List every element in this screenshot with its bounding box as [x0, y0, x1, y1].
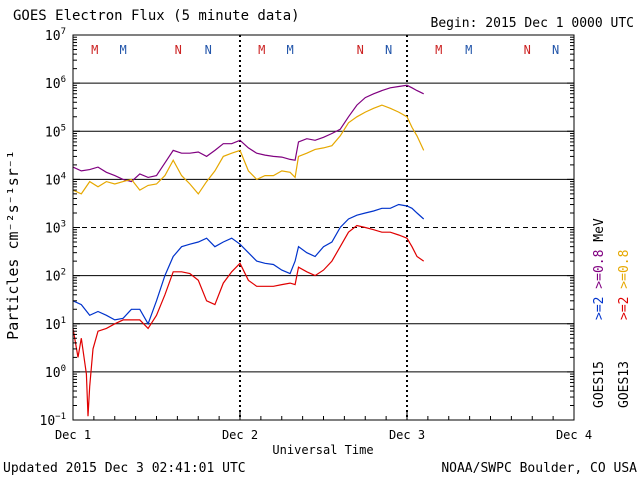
x-tick-label-2: Dec 3 — [389, 428, 425, 442]
x-tick-label-0: Dec 1 — [55, 428, 91, 442]
series-line-2 — [73, 203, 425, 326]
legend-goes13-energies: >=2 >=0.8 — [617, 250, 632, 320]
y-tick-label-7: 106 — [45, 75, 66, 92]
marker-M-0-0: M — [91, 43, 98, 57]
x-axis-label: Universal Time — [272, 443, 373, 457]
series-line-3 — [73, 224, 425, 417]
marker-N-2-2: N — [524, 43, 531, 57]
legend-goes13-label: GOES13 — [617, 361, 632, 408]
y-tick-label-3: 102 — [45, 268, 66, 285]
series-line-1 — [73, 104, 425, 195]
legend-goes15-label: GOES15 — [592, 361, 607, 408]
marker-M-1-0: M — [258, 43, 265, 57]
legend: >=2 >=0.8 MeV >=2 >=0.8 GOES15 GOES13 — [592, 218, 632, 408]
series-group — [73, 84, 425, 417]
y-tick-label-5: 104 — [45, 171, 66, 188]
marker-N-2-3: N — [552, 43, 559, 57]
y-tick-label-0: 10−1 — [40, 412, 67, 429]
grid-lines — [73, 35, 574, 420]
x-tick-label-1: Dec 2 — [222, 428, 258, 442]
y-axis-ticks: 10−1 100 101 102 103 104 105 106 107 — [40, 27, 574, 429]
chart-title: GOES Electron Flux (5 minute data) — [13, 8, 300, 24]
y-tick-label-6: 105 — [45, 123, 66, 140]
x-tick-label-3: Dec 4 — [556, 428, 592, 442]
y-tick-label-4: 103 — [45, 220, 66, 237]
legend-goes15-energies: >=2 >=0.8 MeV — [592, 218, 607, 320]
marker-M-1-1: M — [286, 43, 293, 57]
marker-N-1-3: N — [385, 43, 392, 57]
begin-label: Begin: 2015 Dec 1 0000 UTC — [430, 16, 635, 31]
marker-N-0-2: N — [175, 43, 182, 57]
marker-M-2-0: M — [435, 43, 442, 57]
y-tick-label-8: 107 — [45, 27, 66, 44]
updated-timestamp: Updated 2015 Dec 3 02:41:01 UTC — [3, 461, 246, 476]
marker-M-2-1: M — [465, 43, 472, 57]
marker-M-0-1: M — [119, 43, 126, 57]
y-tick-label-2: 101 — [45, 316, 66, 333]
noaa-credit: NOAA/SWPC Boulder, CO USA — [441, 461, 637, 476]
marker-N-0-3: N — [205, 43, 212, 57]
series-line-0 — [73, 84, 424, 183]
y-axis-label: Particles cm⁻²s⁻¹sr⁻¹ — [4, 150, 22, 340]
y-tick-label-1: 100 — [45, 364, 66, 381]
x-axis-ticks: Dec 1 Dec 2 Dec 3 Dec 4 — [55, 412, 592, 442]
marker-N-1-2: N — [357, 43, 364, 57]
